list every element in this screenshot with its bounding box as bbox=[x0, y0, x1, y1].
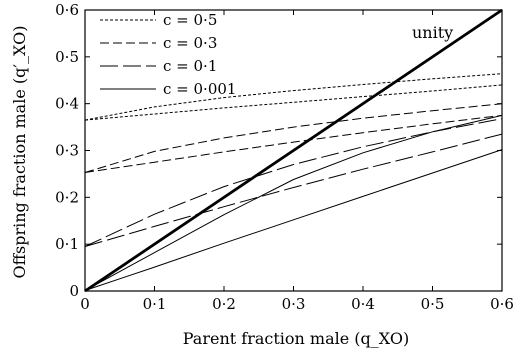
x-tick-label: 0·5 bbox=[421, 295, 445, 313]
x-tick-label: 0·1 bbox=[143, 295, 167, 313]
x-tick-label: 0·3 bbox=[282, 295, 306, 313]
x-tick-label: 0·4 bbox=[351, 295, 375, 313]
series-line-long-dash bbox=[84, 133, 503, 247]
x-tick-label: 0 bbox=[80, 295, 90, 313]
y-tick-label: 0 bbox=[69, 282, 79, 300]
series-line-medium-dash bbox=[84, 114, 503, 173]
y-axis-label: Offspring fraction male (q′_XO) bbox=[10, 26, 29, 279]
legend: c = 0·5 c = 0·3 c = 0·1 c = 0·001 bbox=[100, 11, 236, 98]
y-tick-label: 0·5 bbox=[55, 48, 79, 66]
series-line-solid bbox=[84, 114, 503, 291]
y-tick-label: 0·6 bbox=[55, 1, 79, 19]
unity-label: unity bbox=[412, 23, 453, 42]
series-line-long-dash bbox=[84, 118, 503, 247]
x-tick-label: 0·2 bbox=[212, 295, 236, 313]
series-line-short-dash bbox=[84, 73, 503, 121]
series-line-solid bbox=[84, 149, 503, 291]
y-tick-label: 0·4 bbox=[55, 95, 79, 113]
x-axis-label: Parent fraction male (q_XO) bbox=[183, 329, 410, 348]
series-line-medium-dash bbox=[84, 103, 503, 173]
y-tick-label: 0·3 bbox=[55, 142, 79, 160]
y-tick-label: 0·1 bbox=[55, 235, 79, 253]
legend-label-c01: c = 0·1 bbox=[163, 57, 217, 75]
plot-frame bbox=[84, 9, 503, 292]
tick-labels: 0 0·1 0·2 0·3 0·4 0·5 0·6 0 0·1 0·2 0·3 0·4 0·5 0·6 bbox=[55, 1, 514, 313]
series-lines bbox=[84, 8, 503, 293]
legend-label-c0001: c = 0·001 bbox=[163, 80, 236, 98]
x-tick-label: 0·6 bbox=[490, 295, 514, 313]
legend-label-c05: c = 0·5 bbox=[163, 11, 217, 29]
series-line-thick-solid bbox=[84, 8, 503, 293]
y-tick-label: 0·2 bbox=[55, 188, 79, 206]
legend-label-c03: c = 0·3 bbox=[163, 34, 217, 52]
